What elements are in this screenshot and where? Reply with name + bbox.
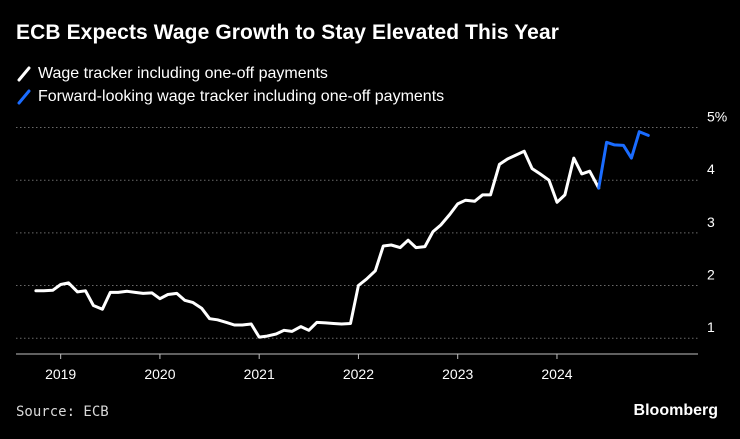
y-tick-label-3: 3 [707,214,715,230]
legend: Wage tracker including one-off payments … [16,62,444,108]
chart-title: ECB Expects Wage Growth to Stay Elevated… [16,21,560,44]
legend-swatch-white-line-icon [17,66,31,81]
x-tick-label-2024: 2024 [541,366,572,382]
legend-label-wage-tracker: Wage tracker including one-off payments [38,64,328,82]
x-tick-label-2021: 2021 [244,366,275,382]
y-tick-label-1: 1 [707,319,715,335]
legend-item-forward-looking-tracker: Forward-looking wage tracker including o… [16,85,444,108]
y-tick-label-5: 5% [707,109,727,125]
series-line-forward-looking-tracker [597,130,650,190]
x-tick-label-2020: 2020 [144,366,175,382]
legend-swatch-blue-line-icon [17,89,31,104]
x-tick-label-2019: 2019 [45,366,76,382]
series-line-wage-tracker [34,149,601,339]
x-tick-label-2023: 2023 [442,366,473,382]
source-note: Source: ECB [16,404,109,420]
bloomberg-logo: Bloomberg [633,402,718,419]
legend-item-wage-tracker: Wage tracker including one-off payments [16,62,444,85]
x-tick-label-2022: 2022 [343,366,374,382]
y-tick-label-2: 2 [707,267,715,283]
legend-label-forward-looking-tracker: Forward-looking wage tracker including o… [38,87,445,105]
y-tick-label-4: 4 [707,161,715,177]
